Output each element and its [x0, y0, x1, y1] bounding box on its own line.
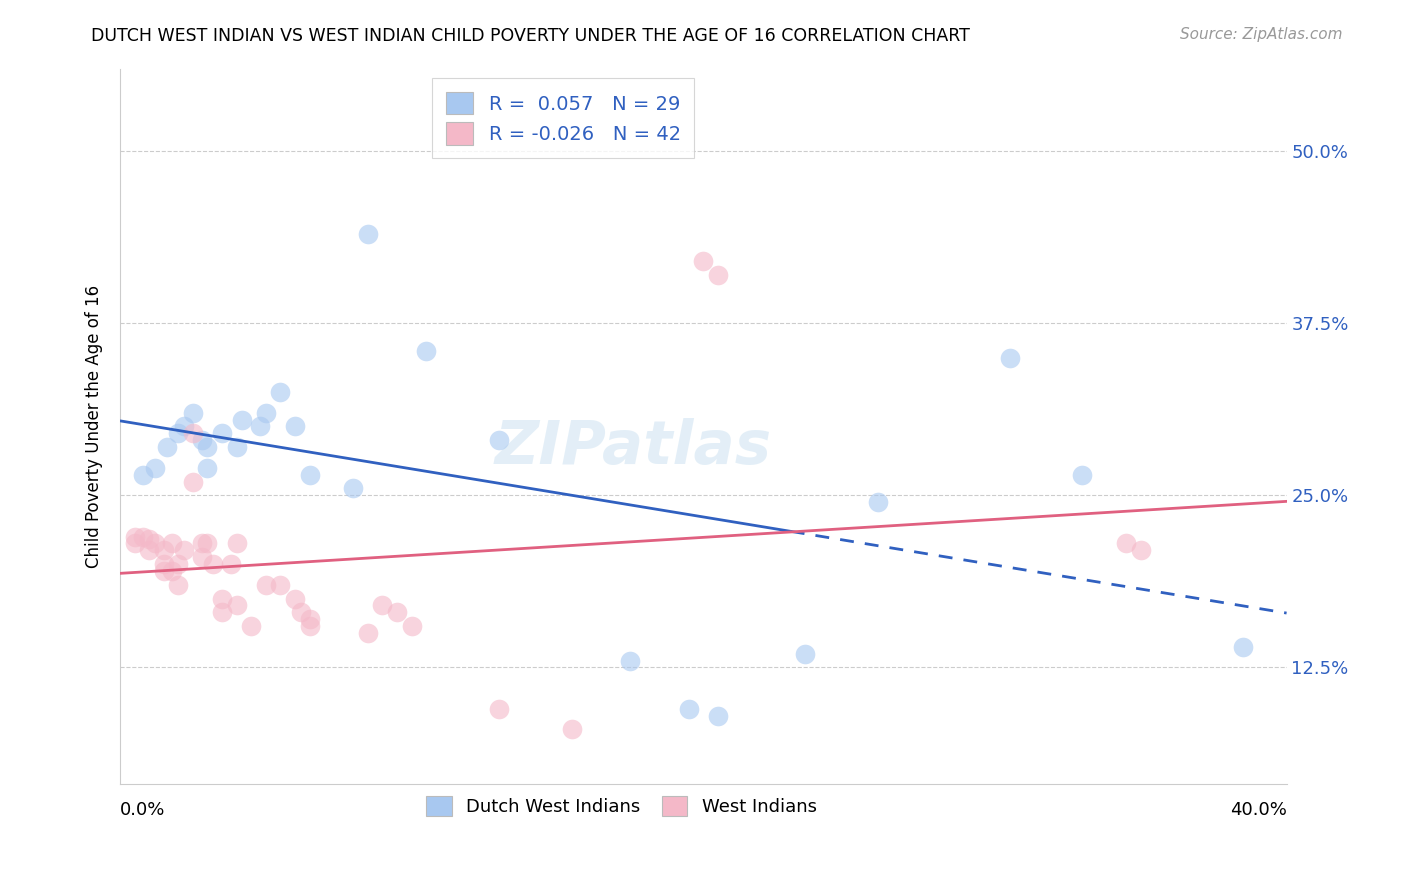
- Point: [1115, 536, 1137, 550]
- Point: [143, 460, 166, 475]
- Point: [190, 536, 212, 550]
- Point: [162, 536, 184, 550]
- Text: DUTCH WEST INDIAN VS WEST INDIAN CHILD POVERTY UNDER THE AGE OF 16 CORRELATION C: DUTCH WEST INDIAN VS WEST INDIAN CHILD P…: [91, 27, 970, 45]
- Point: [197, 440, 219, 454]
- Point: [143, 536, 166, 550]
- Point: [124, 530, 146, 544]
- Point: [219, 557, 242, 571]
- Text: 0.0%: 0.0%: [120, 801, 166, 819]
- Point: [401, 619, 423, 633]
- Text: ZIPatlas: ZIPatlas: [495, 418, 772, 477]
- Point: [692, 254, 714, 268]
- Point: [181, 475, 204, 489]
- Point: [197, 460, 219, 475]
- Point: [138, 543, 160, 558]
- Point: [284, 419, 307, 434]
- Point: [197, 536, 219, 550]
- Point: [173, 543, 195, 558]
- Y-axis label: Child Poverty Under the Age of 16: Child Poverty Under the Age of 16: [86, 285, 103, 568]
- Point: [162, 564, 184, 578]
- Point: [181, 406, 204, 420]
- Point: [298, 467, 321, 482]
- Point: [619, 653, 641, 667]
- Point: [211, 591, 233, 606]
- Point: [152, 543, 174, 558]
- Point: [190, 550, 212, 565]
- Point: [1071, 467, 1094, 482]
- Point: [202, 557, 225, 571]
- Point: [269, 578, 291, 592]
- Point: [138, 533, 160, 547]
- Point: [167, 426, 190, 441]
- Point: [707, 708, 730, 723]
- Point: [152, 557, 174, 571]
- Point: [998, 351, 1021, 365]
- Point: [240, 619, 263, 633]
- Point: [167, 578, 190, 592]
- Point: [211, 426, 233, 441]
- Point: [181, 426, 204, 441]
- Point: [794, 647, 817, 661]
- Point: [561, 723, 583, 737]
- Point: [868, 495, 890, 509]
- Point: [357, 626, 380, 640]
- Point: [269, 385, 291, 400]
- Legend: Dutch West Indians, West Indians: Dutch West Indians, West Indians: [418, 787, 825, 825]
- Text: 40.0%: 40.0%: [1230, 801, 1286, 819]
- Point: [678, 702, 700, 716]
- Point: [298, 612, 321, 626]
- Point: [254, 406, 277, 420]
- Point: [132, 530, 155, 544]
- Text: Source: ZipAtlas.com: Source: ZipAtlas.com: [1180, 27, 1343, 42]
- Point: [371, 599, 394, 613]
- Point: [1129, 543, 1152, 558]
- Point: [357, 227, 380, 241]
- Point: [225, 440, 247, 454]
- Point: [190, 434, 212, 448]
- Point: [415, 343, 437, 358]
- Point: [488, 434, 510, 448]
- Point: [124, 536, 146, 550]
- Point: [1232, 640, 1254, 654]
- Point: [132, 467, 155, 482]
- Point: [156, 440, 179, 454]
- Point: [173, 419, 195, 434]
- Point: [167, 557, 190, 571]
- Point: [342, 482, 364, 496]
- Point: [298, 619, 321, 633]
- Point: [152, 564, 174, 578]
- Point: [249, 419, 271, 434]
- Point: [254, 578, 277, 592]
- Point: [488, 702, 510, 716]
- Point: [290, 605, 312, 619]
- Point: [211, 605, 233, 619]
- Point: [231, 412, 253, 426]
- Point: [385, 605, 408, 619]
- Point: [284, 591, 307, 606]
- Point: [225, 536, 247, 550]
- Point: [707, 268, 730, 282]
- Point: [225, 599, 247, 613]
